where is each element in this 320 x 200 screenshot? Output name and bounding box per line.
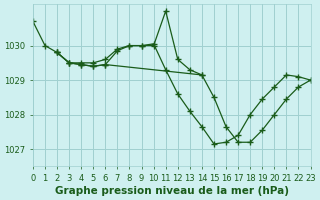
- X-axis label: Graphe pression niveau de la mer (hPa): Graphe pression niveau de la mer (hPa): [55, 186, 289, 196]
